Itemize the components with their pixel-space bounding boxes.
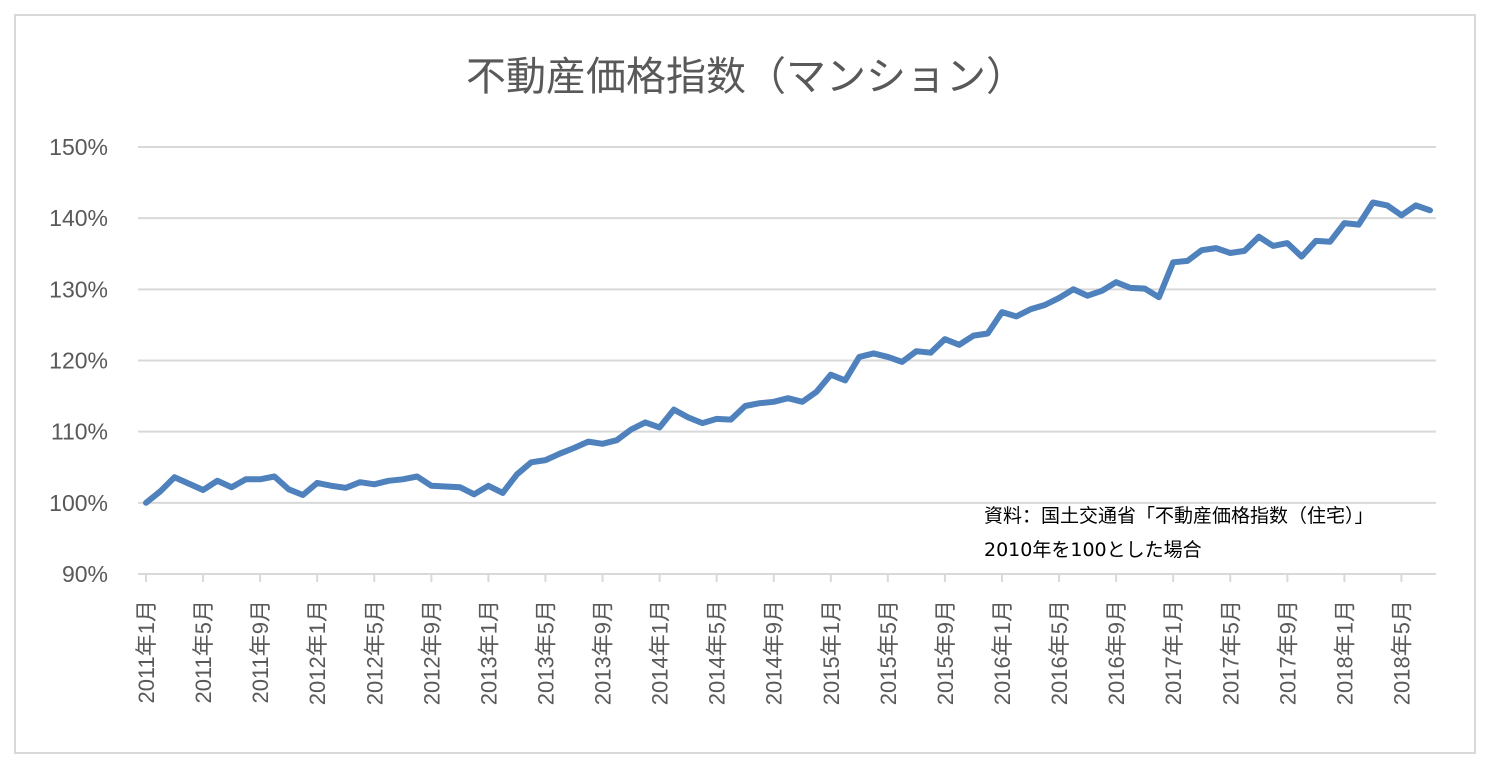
x-tick-label: 2013年9月 <box>591 600 616 705</box>
y-tick-label: 140% <box>49 205 108 231</box>
x-tick-label: 2014年1月 <box>648 600 673 705</box>
y-tick-label: 150% <box>49 134 108 160</box>
x-tick-label: 2015年5月 <box>876 600 901 705</box>
y-tick-label: 120% <box>49 348 108 374</box>
series-layer <box>143 199 1433 506</box>
x-tick-label: 2011年9月 <box>248 600 273 704</box>
x-tick-label: 2017年9月 <box>1275 600 1300 705</box>
x-axis-labels: 2011年1月 2011年5月 2011年9月 2012年1月 2012年5月 2012年… <box>134 600 1414 705</box>
source-note-line-1: 資料：国土交通省「不動産価格指数（住宅）」 <box>984 505 1374 527</box>
y-axis-labels: 90% 100% 110% 120% 130% 140% 150% <box>49 134 108 587</box>
x-tick-label: 2012年5月 <box>362 600 387 705</box>
chart-title: 不動産価格指数（マンション） <box>466 54 1026 100</box>
y-tick-label: 90% <box>62 561 108 587</box>
x-tick-label: 2014年5月 <box>705 600 730 705</box>
gridlines <box>138 146 1436 504</box>
series-line <box>143 199 1433 506</box>
x-tick-label: 2018年5月 <box>1389 600 1414 705</box>
source-note-line-2: 2010年を100とした場合 <box>984 539 1202 561</box>
x-tick-label: 2011年5月 <box>191 600 216 704</box>
x-tick-label: 2015年9月 <box>933 600 958 705</box>
x-tick-label: 2013年5月 <box>533 600 558 705</box>
chart-frame <box>14 14 1476 754</box>
x-tick-label: 2016年1月 <box>990 600 1015 705</box>
y-tick-label: 130% <box>49 276 108 302</box>
x-tick-label: 2012年1月 <box>305 600 330 705</box>
x-tick-label: 2017年1月 <box>1161 600 1186 705</box>
x-tick-label: 2013年1月 <box>476 600 501 705</box>
y-tick-label: 100% <box>49 490 108 516</box>
x-tick-label: 2015年1月 <box>819 600 844 705</box>
x-tick-label: 2012年9月 <box>419 600 444 705</box>
x-tick-label: 2016年9月 <box>1104 600 1129 705</box>
x-axis <box>138 573 1436 582</box>
x-tick-label: 2016年5月 <box>1047 600 1072 705</box>
x-tick-label: 2018年1月 <box>1332 600 1357 705</box>
x-tick-label: 2017年5月 <box>1218 600 1243 705</box>
y-tick-label: 110% <box>51 419 108 445</box>
x-tick-label: 2011年1月 <box>134 600 159 704</box>
x-tick-label: 2014年9月 <box>762 600 787 705</box>
